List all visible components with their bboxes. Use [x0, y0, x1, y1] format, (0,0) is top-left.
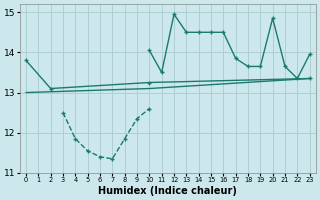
X-axis label: Humidex (Indice chaleur): Humidex (Indice chaleur)	[98, 186, 237, 196]
